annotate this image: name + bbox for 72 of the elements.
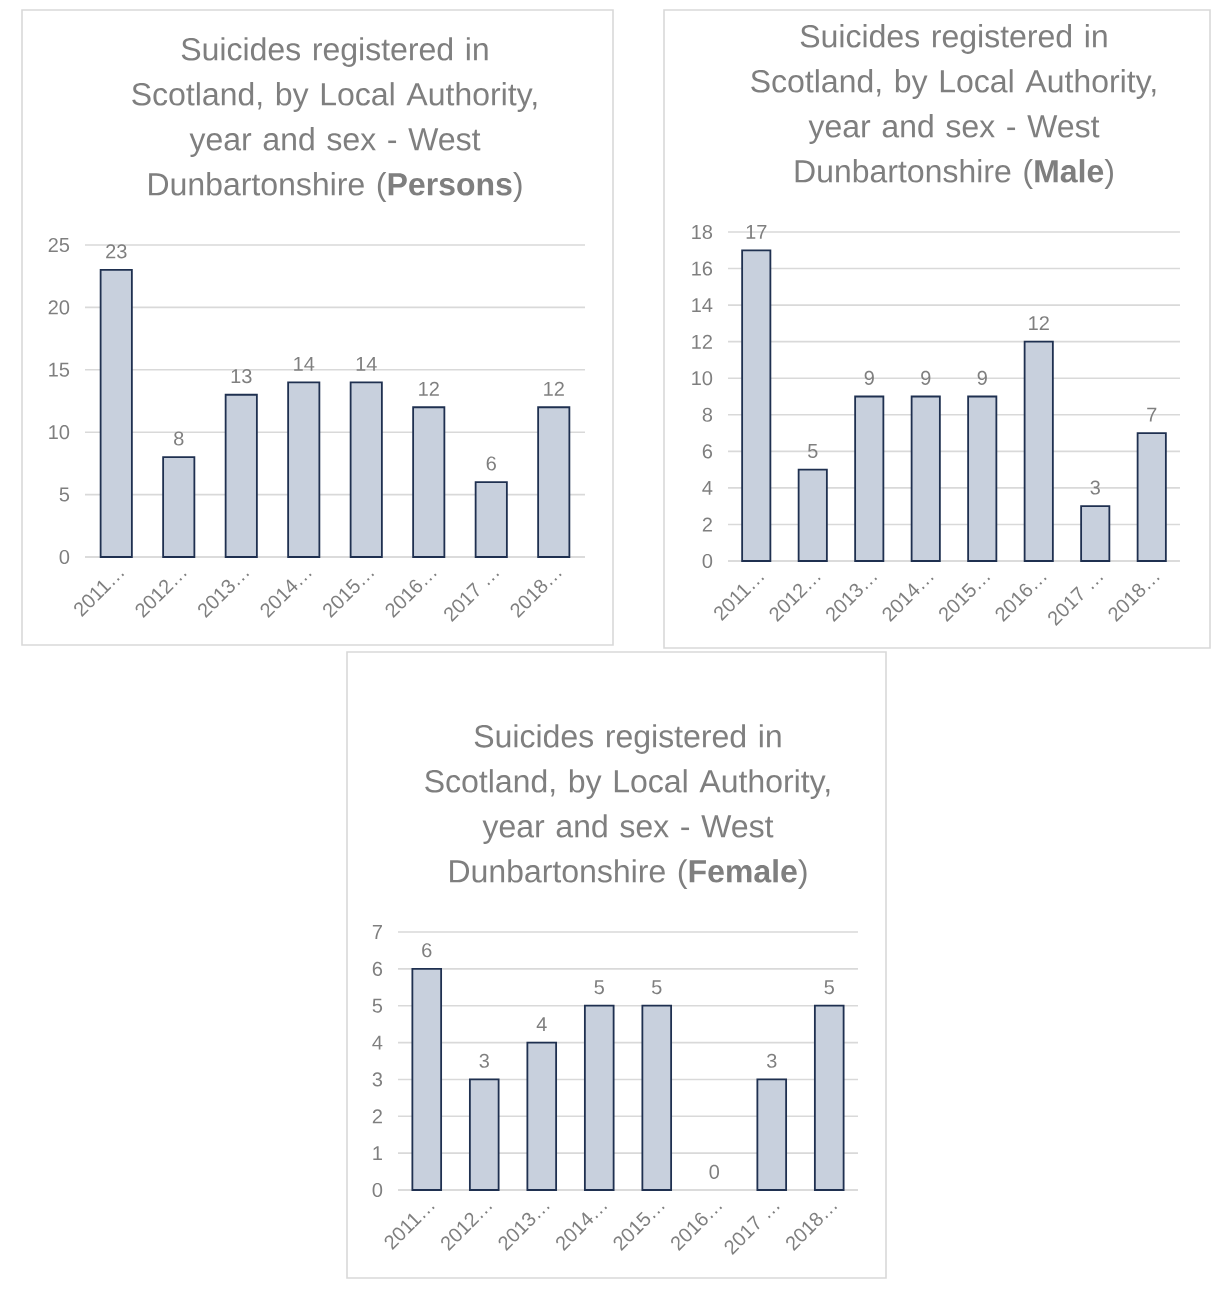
data-label: 6 [422,943,432,958]
data-label: 13 [231,369,252,384]
bar [797,468,828,562]
bar [641,1004,673,1191]
y-tick-label: 12 [692,334,712,349]
y-tick-label: 4 [702,480,713,495]
bar [741,249,772,562]
y-tick-label: 5 [372,998,383,1013]
data-label: 9 [921,370,931,385]
y-tick-label: 25 [48,237,70,253]
y-tick-label: 2 [372,1109,382,1124]
data-label: 5 [652,980,662,995]
y-tick-label: 0 [372,1182,383,1198]
bar [537,406,571,558]
data-label: 8 [174,431,184,446]
y-tick-label: 2 [702,517,712,532]
data-label: 7 [1147,407,1157,422]
data-label: 14 [294,356,315,371]
y-tick-label: 18 [692,224,713,240]
bar [910,395,941,562]
data-label: 9 [864,370,874,385]
data-label: 9 [977,370,987,385]
y-tick-label: 14 [692,298,713,312]
y-tick-label: 10 [692,371,713,386]
y-tick-label: 16 [692,261,713,276]
data-label: 3 [766,1053,777,1068]
bar [224,393,258,558]
data-label: 5 [594,980,604,995]
data-label: 3 [479,1053,489,1068]
data-label: 17 [746,224,767,239]
bar [583,1004,615,1191]
chart-title: Suicides registered in Scotland, by Local Authority, year and sex - West Dunbartonshire (Female) [425,724,830,889]
y-tick-label: 7 [372,925,382,939]
bar [967,395,998,562]
chart-title: Suicides registered in Scotland, by Local Authority, year and sex - West Dunbartonshire (Male) [751,24,1156,189]
y-tick-label: 6 [372,961,383,976]
bar [287,381,321,558]
y-tick-label: 15 [49,362,70,377]
bar [1136,432,1167,562]
bar [813,1004,845,1191]
bar [474,481,508,558]
y-tick-label: 1 [373,1146,382,1161]
data-label: 3 [1090,480,1100,495]
y-tick-label: 4 [372,1035,383,1050]
data-label: 12 [1029,316,1049,331]
y-tick-label: 0 [702,553,713,569]
chart-title: Suicides registered in Scotland, by Local Authority, year and sex - West Dunbartonshire (Persons) [132,37,537,202]
bar [1080,505,1111,562]
bar [412,406,446,558]
bar [526,1041,558,1191]
bar [162,456,196,558]
data-label: 12 [419,381,439,396]
bar [468,1078,500,1191]
data-label: 5 [824,980,834,995]
bar [1023,340,1054,562]
bar [411,967,443,1191]
y-tick-label: 3 [372,1072,383,1087]
y-tick-label: 0 [59,549,70,565]
data-label: 4 [536,1017,547,1032]
y-tick-label: 10 [49,425,70,440]
data-label: 12 [544,381,564,396]
bar [349,381,383,558]
bar [854,395,885,562]
data-label: 6 [486,456,496,471]
y-tick-label: 8 [702,407,713,422]
bar [756,1078,788,1191]
bar [99,269,133,558]
data-label: 5 [808,444,818,459]
data-label: 23 [106,244,127,259]
y-tick-label: 5 [59,487,70,502]
y-tick-label: 20 [48,300,70,315]
y-tick-label: 6 [702,444,713,459]
